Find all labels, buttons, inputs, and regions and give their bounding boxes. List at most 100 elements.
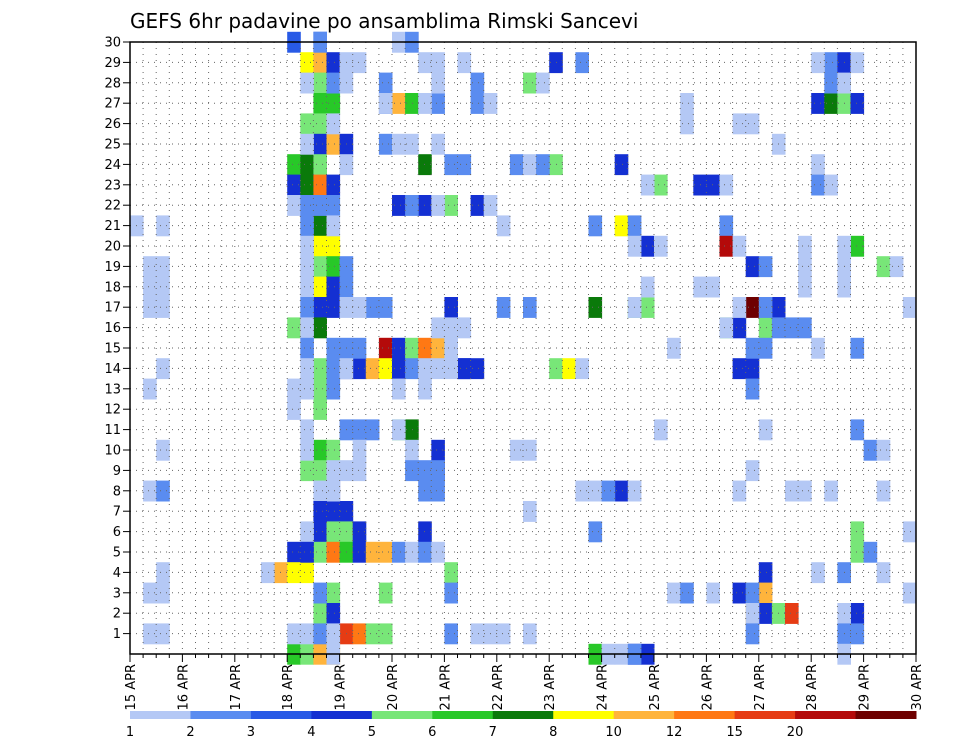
x-tick-label: 17 APR bbox=[229, 664, 244, 710]
colorbar-segment bbox=[855, 711, 917, 719]
heatmap-cell bbox=[719, 215, 734, 237]
y-tick-label: 26 bbox=[104, 117, 121, 132]
heatmap-cell bbox=[300, 154, 314, 176]
heatmap-cell bbox=[601, 480, 616, 502]
heatmap-cell bbox=[300, 439, 314, 461]
heatmap-cell bbox=[654, 235, 668, 257]
heatmap-cell bbox=[300, 195, 314, 216]
heatmap-cell bbox=[680, 93, 694, 114]
heatmap-cell bbox=[313, 93, 327, 114]
heatmap-cell bbox=[811, 562, 825, 584]
heatmap-cell bbox=[811, 337, 825, 359]
heatmap-cell bbox=[745, 582, 760, 604]
y-tick-label: 29 bbox=[104, 56, 121, 71]
heatmap-cell bbox=[405, 358, 419, 380]
heatmap-cell bbox=[444, 358, 458, 380]
heatmap-cell bbox=[326, 521, 341, 543]
heatmap-cell bbox=[352, 419, 367, 441]
heatmap-cell bbox=[824, 52, 838, 74]
colorbar-segment bbox=[311, 711, 373, 719]
heatmap-cell bbox=[300, 541, 314, 563]
x-tick-label: 30 APR bbox=[910, 664, 925, 710]
heatmap-cell bbox=[785, 317, 799, 339]
heatmap-cell bbox=[745, 256, 760, 278]
heatmap-cell bbox=[431, 72, 445, 94]
heatmap-cell bbox=[287, 154, 301, 176]
colorbar-segment bbox=[613, 711, 675, 719]
y-tick-label: 27 bbox=[104, 97, 121, 112]
heatmap-cell bbox=[326, 72, 341, 94]
heatmap-cell bbox=[588, 521, 603, 543]
heatmap-cell bbox=[365, 419, 380, 441]
heatmap-cell bbox=[798, 480, 812, 502]
heatmap-cell bbox=[902, 582, 917, 604]
heatmap-cell bbox=[745, 603, 760, 624]
y-tick-label: 30 bbox=[104, 36, 121, 51]
y-tick-label: 16 bbox=[104, 321, 121, 336]
y-tick-label: 20 bbox=[104, 240, 121, 255]
heatmap-cell bbox=[902, 521, 917, 543]
heatmap-cell bbox=[470, 358, 485, 380]
heatmap-cell bbox=[732, 480, 747, 502]
heatmap-cell bbox=[287, 399, 301, 420]
heatmap-cell bbox=[824, 174, 838, 196]
heatmap-cell bbox=[326, 256, 341, 278]
heatmap-cell bbox=[392, 337, 406, 359]
heatmap-cell bbox=[156, 256, 170, 278]
y-tick-label: 17 bbox=[104, 301, 121, 316]
y-tick-label: 10 bbox=[104, 444, 121, 459]
y-tick-label: 14 bbox=[104, 362, 121, 377]
heatmap-cell bbox=[326, 52, 341, 74]
heatmap-cell bbox=[313, 480, 327, 502]
x-tick-label: 23 APR bbox=[543, 664, 558, 710]
heatmap-cell bbox=[811, 154, 825, 176]
heatmap-cell bbox=[798, 317, 812, 339]
heatmap-cell bbox=[326, 358, 341, 380]
heatmap-cell bbox=[431, 195, 445, 216]
heatmap-cell bbox=[824, 72, 838, 94]
colorbar-label: 6 bbox=[428, 725, 436, 740]
colorbar-label: 3 bbox=[247, 725, 255, 740]
heatmap-cell bbox=[405, 460, 419, 482]
heatmap-cell bbox=[719, 317, 734, 339]
heatmap-cell bbox=[758, 256, 773, 278]
heatmap-cell bbox=[719, 174, 734, 196]
colorbar-label: 8 bbox=[549, 725, 557, 740]
heatmap-cell bbox=[378, 133, 393, 155]
heatmap-cell bbox=[588, 480, 603, 502]
heatmap-cell bbox=[405, 439, 419, 461]
heatmap-cell bbox=[457, 317, 472, 339]
heatmap-cell bbox=[457, 52, 472, 74]
heatmap-cell bbox=[313, 521, 327, 543]
heatmap-cell bbox=[300, 623, 314, 645]
heatmap-cell bbox=[313, 276, 327, 298]
y-tick-label: 25 bbox=[104, 138, 121, 153]
y-tick-label: 11 bbox=[104, 423, 121, 438]
colorbar-label: 15 bbox=[726, 725, 743, 740]
heatmap-cell bbox=[405, 93, 419, 114]
heatmap-cell bbox=[313, 235, 327, 257]
heatmap-cell bbox=[326, 215, 341, 237]
x-tick-label: 18 APR bbox=[281, 664, 296, 710]
heatmap-cell bbox=[654, 174, 668, 196]
heatmap-cell bbox=[300, 562, 314, 584]
heatmap-cell bbox=[156, 215, 170, 237]
heatmap-cell bbox=[640, 297, 655, 318]
heatmap-cell bbox=[326, 378, 341, 400]
heatmap-cell bbox=[143, 256, 157, 278]
heatmap-cell bbox=[850, 93, 865, 114]
y-tick-label: 22 bbox=[104, 199, 121, 214]
heatmap-cell bbox=[392, 133, 406, 155]
heatmap-cell bbox=[326, 623, 341, 645]
heatmap-cell bbox=[378, 582, 393, 604]
heatmap-cell bbox=[156, 358, 170, 380]
heatmap-cell bbox=[444, 562, 458, 584]
heatmap-cell bbox=[758, 337, 773, 359]
heatmap-cell bbox=[431, 93, 445, 114]
heatmap-cell bbox=[300, 174, 314, 196]
heatmap-cell bbox=[667, 582, 681, 604]
heatmap-cell bbox=[732, 317, 747, 339]
heatmap-cell bbox=[811, 93, 825, 114]
heatmap-cell bbox=[405, 337, 419, 359]
heatmap-cell bbox=[326, 113, 341, 135]
